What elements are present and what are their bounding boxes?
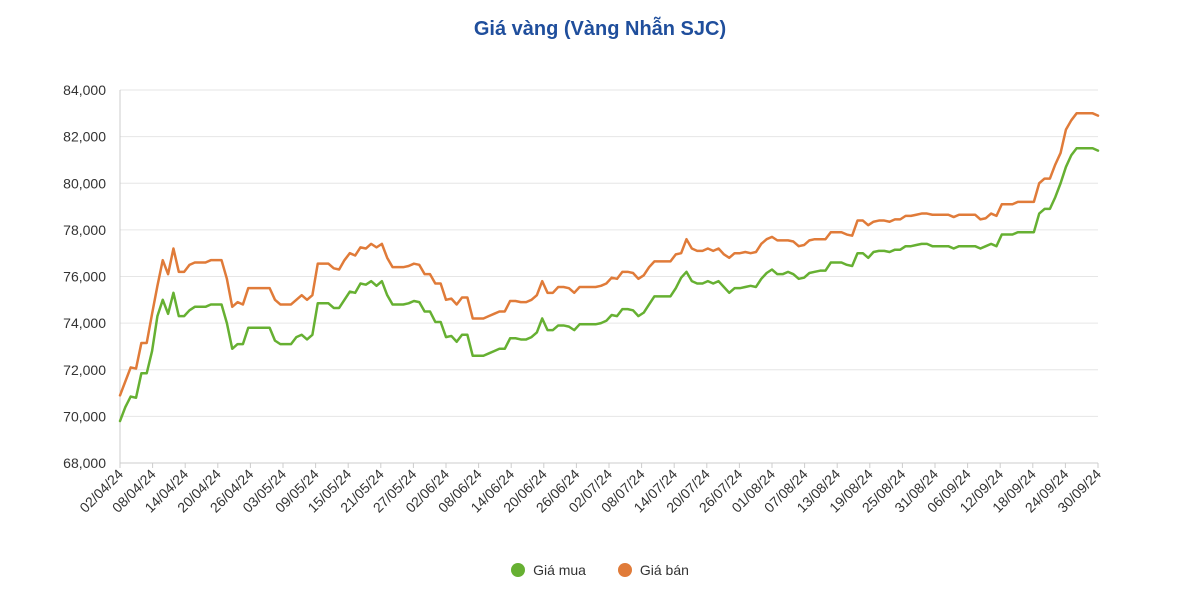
y-tick-label: 72,000 [63, 362, 106, 378]
y-tick-label: 74,000 [63, 315, 106, 331]
y-tick-label: 68,000 [63, 455, 106, 471]
y-tick-label: 76,000 [63, 269, 106, 285]
y-tick-label: 70,000 [63, 408, 106, 424]
y-tick-label: 82,000 [63, 129, 106, 145]
legend-marker-gia-mua [511, 563, 526, 577]
chart-title: Giá vàng (Vàng Nhẫn SJC) [473, 18, 727, 40]
legend-label-gia-mua: Giá mua [533, 562, 586, 578]
series-line-gia-ban [118, 112, 1100, 397]
legend: Giá mua Giá bán [0, 562, 1200, 580]
legend-marker-gia-ban [617, 563, 632, 577]
y-tick-label: 78,000 [63, 222, 106, 238]
legend-label-gia-ban: Giá bán [639, 562, 689, 578]
series-line-gia-mua [118, 147, 1100, 423]
y-tick-label: 84,000 [63, 82, 106, 98]
y-tick-label: 80,000 [63, 175, 106, 191]
legend-item-gia-ban[interactable]: Giá bán [617, 562, 689, 578]
legend-item-gia-mua[interactable]: Giá mua [511, 562, 586, 578]
